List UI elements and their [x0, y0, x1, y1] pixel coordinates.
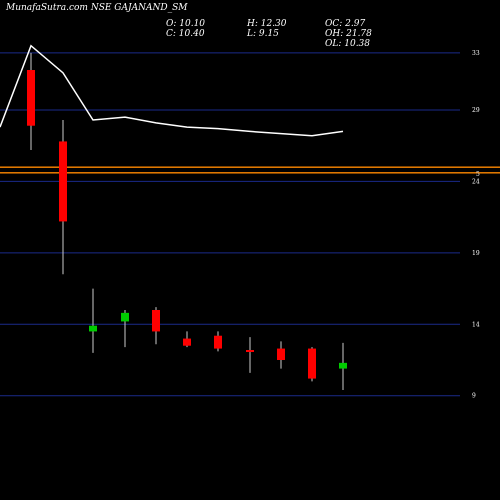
- candle-up: [339, 362, 347, 369]
- current-price-label: 5: [476, 171, 480, 178]
- open-value: O: 10.10: [166, 19, 206, 29]
- oh-value: OH: 21.78: [325, 29, 372, 39]
- candle-down: [246, 350, 254, 352]
- low-value: L: 9.15: [247, 29, 279, 39]
- average-line: [0, 44, 344, 137]
- close-value: C: 10.40: [166, 29, 205, 39]
- y-tick-label: 19: [472, 250, 480, 257]
- candle-down: [27, 70, 35, 126]
- chart-title: MunafaSutra.com NSE GAJANAND_SM: [6, 3, 188, 13]
- oc-value: OC: 2.97: [325, 19, 366, 29]
- y-tick-label: 24: [472, 178, 480, 185]
- y-tick-label: 29: [472, 107, 480, 114]
- high-value: H: 12.30: [247, 19, 287, 29]
- ol-value: OL: 10.38: [325, 39, 371, 49]
- candle-up: [121, 312, 129, 322]
- candle-down: [277, 348, 285, 360]
- y-tick-label: 9: [472, 393, 476, 400]
- candle-down: [183, 338, 191, 346]
- y-tick-label: 33: [472, 50, 480, 57]
- y-tick-label: 14: [472, 321, 480, 328]
- candle-down: [308, 348, 316, 379]
- candle-down: [214, 335, 222, 349]
- candle-down: [59, 141, 67, 222]
- candle-up: [89, 325, 97, 332]
- candle-down: [152, 310, 160, 332]
